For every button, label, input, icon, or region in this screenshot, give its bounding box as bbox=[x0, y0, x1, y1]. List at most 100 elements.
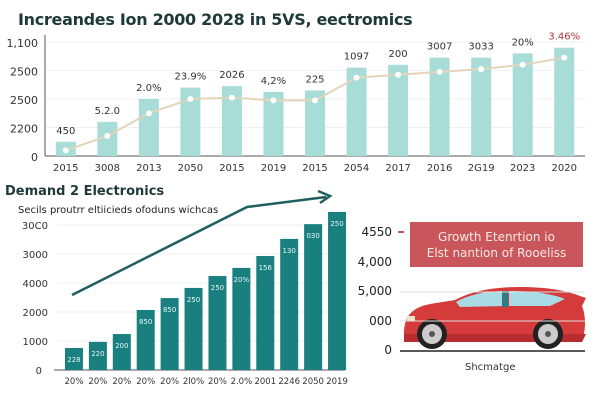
y-tick-label: 4000 bbox=[23, 279, 48, 290]
x-tick-label: 2050 bbox=[302, 377, 324, 387]
y-tick-label: 4,000 bbox=[358, 255, 392, 269]
x-tick-label: 2l0% bbox=[183, 377, 204, 387]
data-point bbox=[228, 94, 235, 101]
bar bbox=[346, 67, 367, 156]
y-tick-label: 30C0 bbox=[22, 221, 48, 232]
bar bbox=[554, 47, 575, 157]
bottom-bar-chart: 0 1000 2000 4000 3000 30C0 228 20% 220 20% 200 20% 8… bbox=[22, 189, 348, 387]
x-tick-label: 2017 bbox=[385, 163, 410, 174]
bar bbox=[263, 91, 284, 156]
x-tick-label: 2015 bbox=[53, 163, 78, 174]
bar bbox=[280, 238, 299, 370]
x-tick-label: 2023 bbox=[510, 163, 535, 174]
data-point bbox=[353, 74, 360, 81]
bar bbox=[429, 57, 450, 156]
data-point bbox=[312, 97, 318, 104]
x-tick-label: 2001 bbox=[254, 377, 276, 387]
bar-label: 250 bbox=[211, 284, 224, 292]
data-point bbox=[561, 54, 568, 61]
bar bbox=[304, 224, 323, 370]
bar-label: 2.0% bbox=[136, 83, 161, 94]
bar bbox=[184, 287, 203, 370]
bar bbox=[471, 57, 492, 156]
x-tick-label: 2020 bbox=[552, 163, 577, 174]
bar bbox=[256, 256, 275, 370]
banner-line-2: Elst nantion of Rooeliss bbox=[426, 245, 567, 260]
x-tick-label: 2016 bbox=[427, 163, 452, 174]
x-tick-label: 2015 bbox=[219, 163, 244, 174]
y-tick-label: 5,000 bbox=[358, 284, 392, 298]
x-tick-label: 2.0% bbox=[231, 377, 253, 387]
y-tick-label: 2000 bbox=[23, 308, 48, 319]
x-tick-label: 2246 bbox=[278, 377, 300, 387]
bar-label: 130 bbox=[283, 247, 296, 255]
y-tick-label: 0 bbox=[31, 151, 38, 164]
bar-label: 850 bbox=[139, 318, 152, 326]
arrow-head-icon bbox=[317, 189, 333, 205]
x-tick-label: 20% bbox=[160, 377, 179, 387]
x-tick-label: 2054 bbox=[344, 163, 369, 174]
bar-label: 030 bbox=[306, 232, 319, 240]
y-tick-label: 1000 bbox=[23, 337, 48, 348]
bar-label: 3033 bbox=[468, 42, 493, 53]
x-tick-label: 2050 bbox=[178, 163, 203, 174]
bar-label: 850 bbox=[163, 306, 176, 314]
bar bbox=[232, 267, 251, 370]
bar-label: 220 bbox=[91, 350, 104, 358]
banner-line-1: Growth Etenrtion io bbox=[438, 229, 555, 244]
y-tick-label: 0 bbox=[384, 343, 392, 357]
car-caption: Shcmatge bbox=[465, 362, 516, 373]
y-tick-label: 2500 bbox=[10, 94, 38, 107]
y-tick-label: 3000 bbox=[23, 250, 48, 261]
data-point bbox=[62, 147, 69, 154]
data-point bbox=[104, 133, 111, 140]
x-tick-label: 3008 bbox=[95, 163, 120, 174]
bar bbox=[160, 298, 179, 370]
car-illustration bbox=[404, 287, 586, 349]
bottom-chart-title: Demand 2 Electronics bbox=[5, 184, 165, 199]
bar-label: 250 bbox=[330, 220, 343, 228]
bar bbox=[208, 276, 227, 370]
bar-label: 3.46% bbox=[548, 32, 580, 43]
bar bbox=[138, 99, 159, 156]
bar bbox=[112, 334, 131, 370]
bar-label: 250 bbox=[187, 296, 200, 304]
y-tick-label: 000 bbox=[369, 314, 392, 328]
bar-label: 20% bbox=[512, 37, 534, 48]
bar bbox=[64, 347, 83, 370]
data-point bbox=[395, 71, 402, 78]
data-point bbox=[436, 68, 443, 75]
bar bbox=[136, 309, 155, 370]
x-tick-label: 20% bbox=[136, 377, 155, 387]
bar bbox=[180, 87, 201, 156]
bar-label: 23.9% bbox=[174, 72, 206, 83]
x-tick-label: 2G19 bbox=[468, 163, 495, 174]
growth-banner: Growth Etenrtion io Elst nantion of Rooe… bbox=[410, 222, 583, 267]
bar bbox=[512, 53, 533, 156]
bar bbox=[328, 211, 347, 370]
data-point bbox=[270, 97, 277, 104]
bar-label: 20% bbox=[234, 276, 250, 284]
data-point bbox=[478, 66, 485, 73]
bar bbox=[388, 64, 409, 156]
y-tick-label: 1,100 bbox=[7, 37, 39, 50]
data-point bbox=[145, 110, 152, 117]
x-tick-label: 2015 bbox=[302, 163, 327, 174]
x-tick-label: 2019 bbox=[261, 163, 286, 174]
bar bbox=[221, 86, 242, 156]
bar-label: 200 bbox=[115, 342, 128, 350]
bar-label: 3007 bbox=[427, 42, 452, 53]
x-tick-label: 2013 bbox=[136, 163, 161, 174]
data-point bbox=[187, 96, 194, 102]
bar bbox=[305, 90, 325, 156]
bar-label: 228 bbox=[67, 356, 80, 364]
bar-label: 156 bbox=[259, 264, 273, 272]
x-tick-label: 20% bbox=[88, 377, 107, 387]
x-tick-label: 20% bbox=[65, 377, 84, 387]
top-chart-title: Increandes Ion 2000 2028 in 5VS, eectrom… bbox=[18, 10, 413, 29]
bar-label: 1097 bbox=[344, 52, 369, 63]
bar-label: 5.2.0 bbox=[95, 106, 120, 117]
bar-label: 4,2% bbox=[261, 76, 286, 87]
bottom-chart-subtitle: Secils proutrr eltiicieds ofoduns wichca… bbox=[18, 205, 219, 216]
